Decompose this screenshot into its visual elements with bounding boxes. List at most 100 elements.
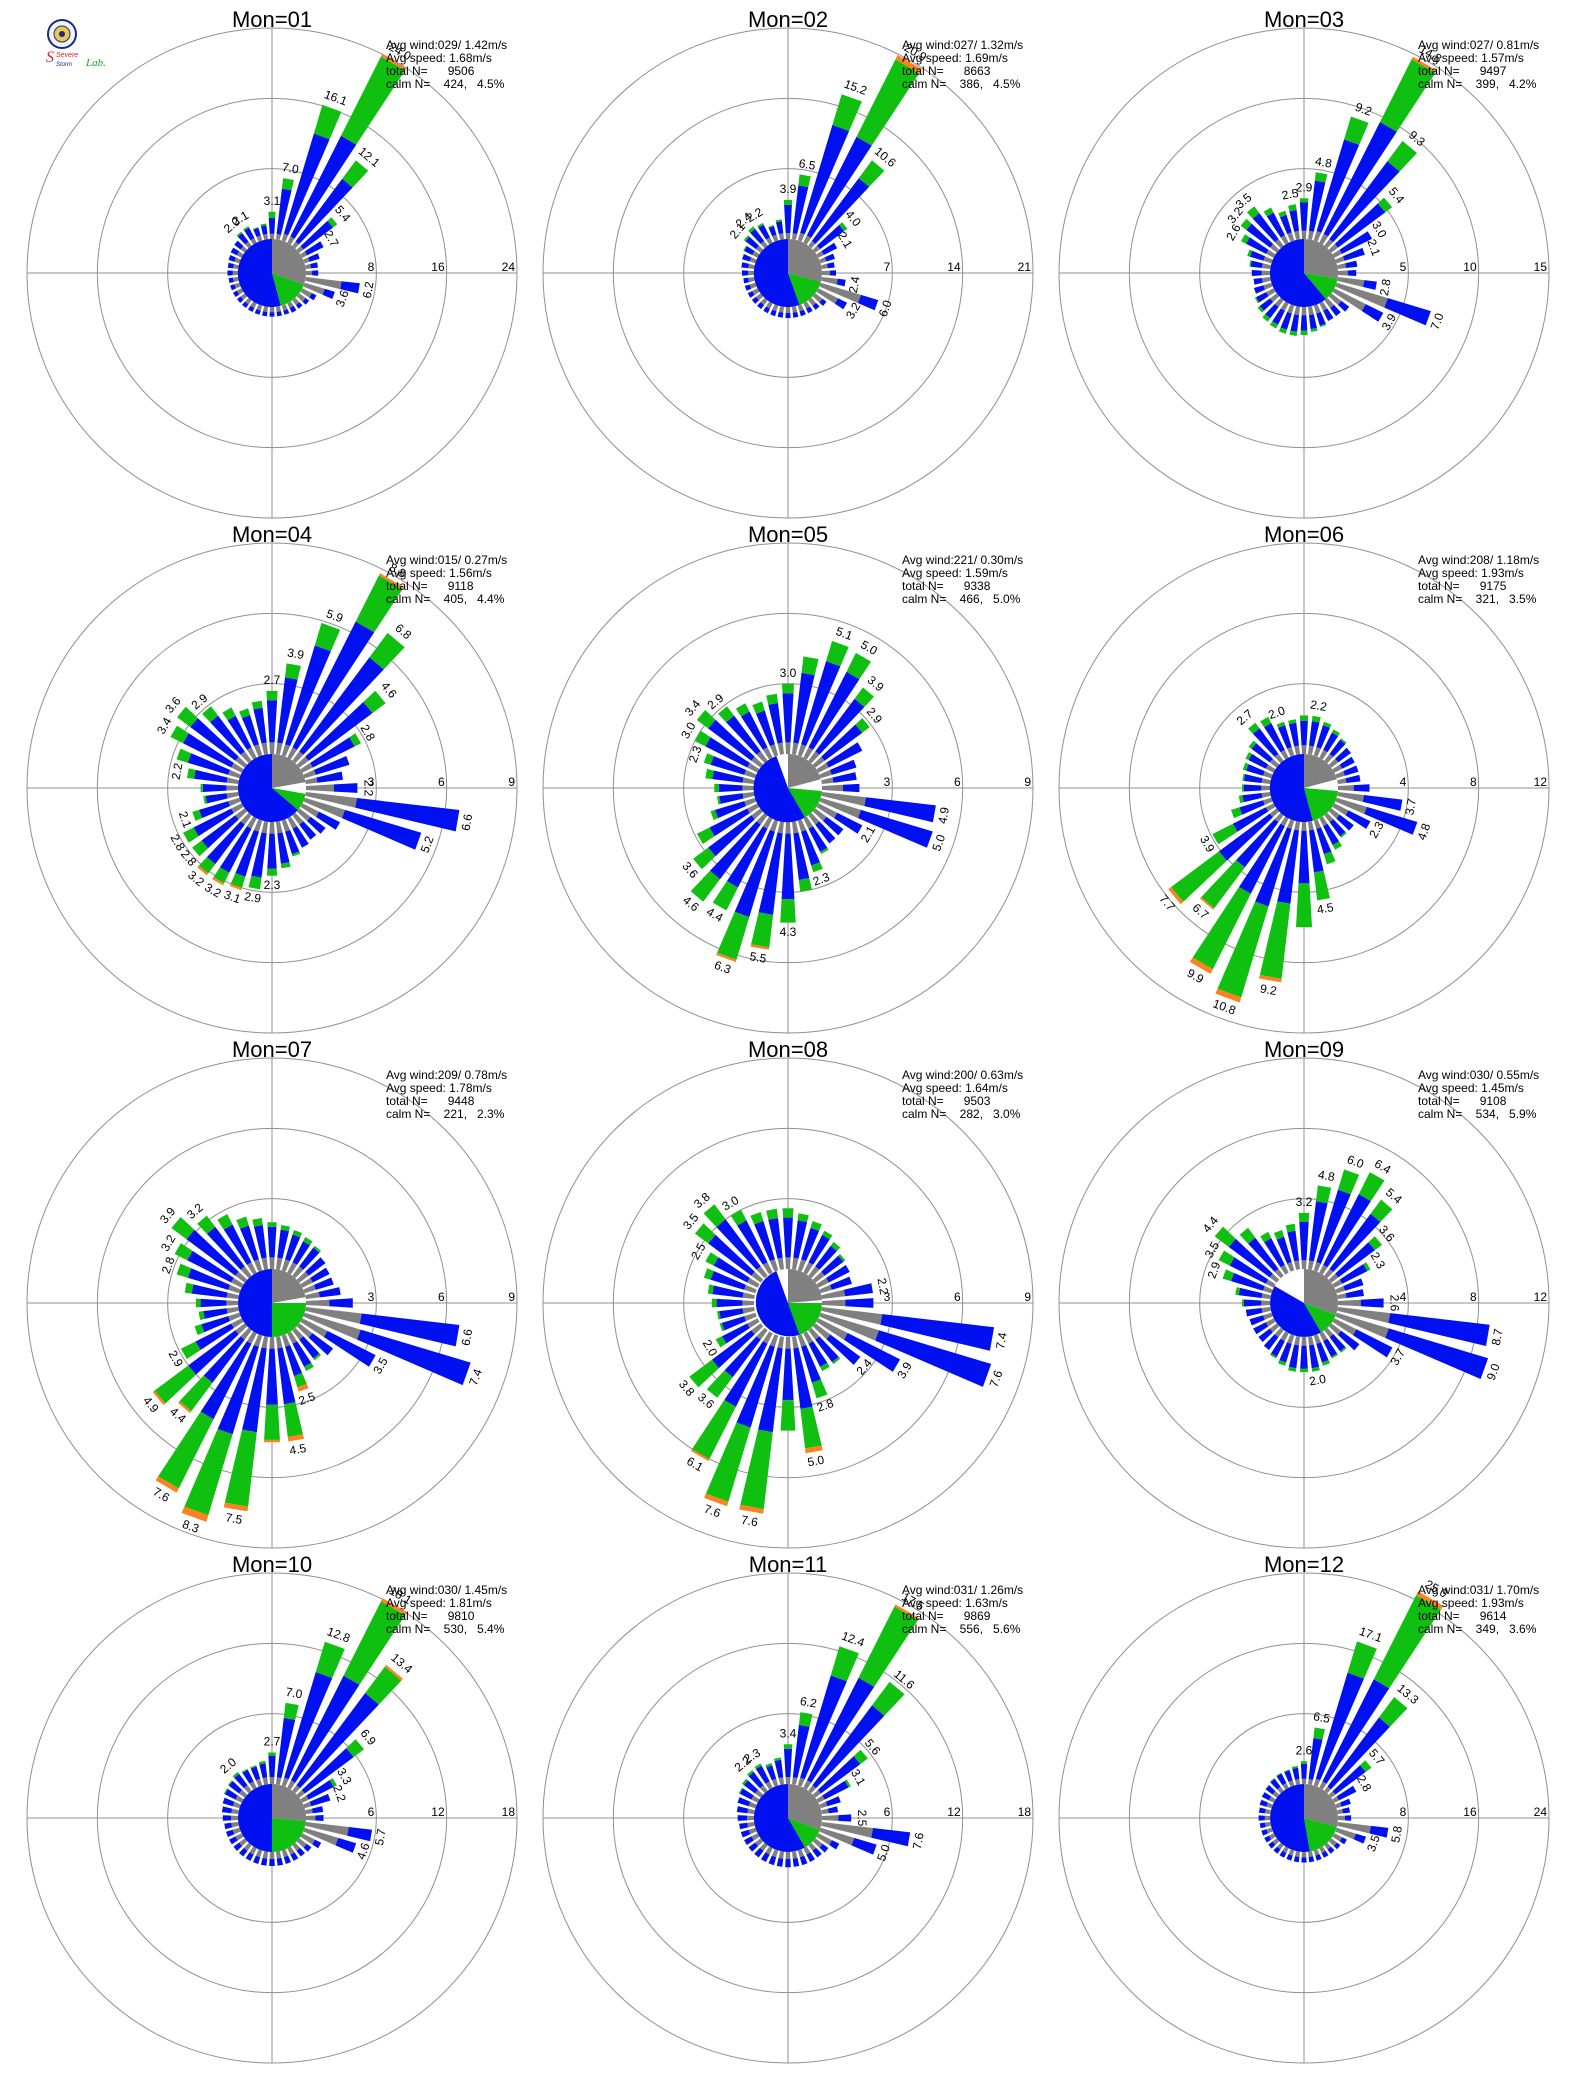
petal-segment [741,1778,748,1786]
stats-calm: calm N= 349, 3.6% [1418,1622,1537,1636]
calm-pie-slice [1304,1818,1337,1852]
petal-segment [807,1677,875,1783]
petal-segment [232,1771,240,1778]
petal-segment [1300,720,1308,746]
petal-segment [1243,784,1262,792]
petal-segment [1294,821,1300,831]
petal-label: 6.6 [459,813,476,832]
petal-segment [1388,1313,1490,1346]
petal-segment [895,55,922,74]
petal-segment [821,1808,829,1814]
windrose-plot: 3 6 92.27.47.63.92.42.85.07.67.66.13.63.82… [542,1057,1034,1549]
petal-segment [1313,1778,1321,1787]
petal-label: 5.0 [929,832,948,853]
panel-title: Mon=11 [748,1552,828,1577]
petal-segment [1214,1226,1236,1247]
windrose-panel: 7 14 21 3.9 6.5 15.2 20.9 10.6 4.0 2.1 2.4 6.0 3.2 2.… [530,7,1046,530]
petal-segment [1239,800,1265,815]
petal-segment [836,278,846,287]
petal-segment [222,1797,235,1807]
petal-segment [239,1789,248,1798]
petal-segment [803,1780,812,1790]
petal-segment [287,1846,295,1855]
petal-segment [716,1219,761,1270]
petal-segment [748,277,755,283]
petal-segment [858,809,933,848]
petal-segment [1332,841,1342,850]
petal-segment [766,693,778,705]
petal-segment [184,1282,194,1294]
ring-label: 9 [508,1290,515,1304]
petal-segment [309,1793,331,1807]
petal-segment [762,1331,773,1344]
petal-label: 8.3 [180,1517,201,1536]
petal-segment [261,742,268,755]
petal-segment [283,1855,291,1864]
petal-segment [1258,1815,1265,1821]
petal-segment [783,1744,793,1749]
petal-segment [250,237,257,245]
petal-segment [1229,1257,1269,1284]
petal-label: 8.7 [1489,1327,1506,1346]
petal-segment [792,306,798,313]
petal-label: 2.3 [264,878,281,892]
petal-label: 6.2 [799,1694,818,1711]
petal-label: 2.4 [846,275,863,294]
petal-segment [296,1693,379,1789]
petal-segment [812,1271,825,1283]
petal-label: 4.5 [1316,900,1335,917]
windrose-panel: 3 6 9 2.7 3.9 5.9 8.8 6.8 4.6 2.8 2.2 6.6 5.2 2.3 2.9 3… [14,522,530,1045]
petal-label: 2.1 [1364,237,1383,258]
calm-pie-slice [753,238,800,307]
petal-segment [269,1851,275,1859]
petal-segment [777,1257,784,1270]
petal-segment [226,1292,239,1299]
stats-avg-wind: Avg wind:027/ 1.32m/s [902,38,1024,52]
petal-segment [308,253,320,262]
petal-segment [755,1765,770,1784]
petal-segment [1309,1344,1320,1369]
petal-segment [310,737,355,768]
petal-segment [793,1220,808,1259]
petal-segment [821,263,828,269]
petal-segment [812,1705,885,1789]
petal-segment [760,297,768,306]
petal-segment [1265,1318,1276,1327]
petal-segment [750,944,770,950]
petal-segment [296,293,306,302]
windrose-panel: 3 6 9 6.6 7.4 3.5 2.5 4.5 7.5 8.3 7.6 4.4 4.9 2.9 2.8 3… [14,1037,530,1560]
petal-segment [1313,1262,1321,1272]
calm-pie-slice [788,754,821,788]
petal-segment [240,1327,252,1340]
petal-label: 6.5 [798,156,817,173]
petal-segment [1308,1856,1315,1863]
petal-segment [1245,1308,1263,1317]
petal-segment [1309,829,1324,873]
svg-text:S: S [46,49,54,66]
stats-total: total N= 8663 [902,64,991,78]
petal-segment [1300,315,1308,331]
petal-segment [233,277,239,282]
petal-segment [253,1259,263,1272]
petal-segment [1361,304,1384,322]
petal-segment [708,1234,755,1276]
petal-segment [192,809,202,821]
petal-segment [707,1284,714,1295]
petal-segment [843,783,860,793]
petal-segment [798,1712,813,1727]
petal-segment [692,1400,736,1459]
petal-segment [269,1257,275,1270]
petal-segment [1286,1854,1293,1861]
petal-segment [256,304,263,311]
petal-segment [380,54,407,71]
petal-segment [694,730,711,747]
petal-segment [261,1257,268,1270]
petal-label: 7.6 [702,1502,723,1521]
petal-segment [369,632,405,670]
petal-segment [744,1284,757,1294]
petal-segment [223,1788,228,1795]
petal-segment [1308,1260,1314,1270]
petal-segment [287,1331,298,1344]
petal-segment [838,1254,846,1262]
petal-segment [1261,785,1271,791]
